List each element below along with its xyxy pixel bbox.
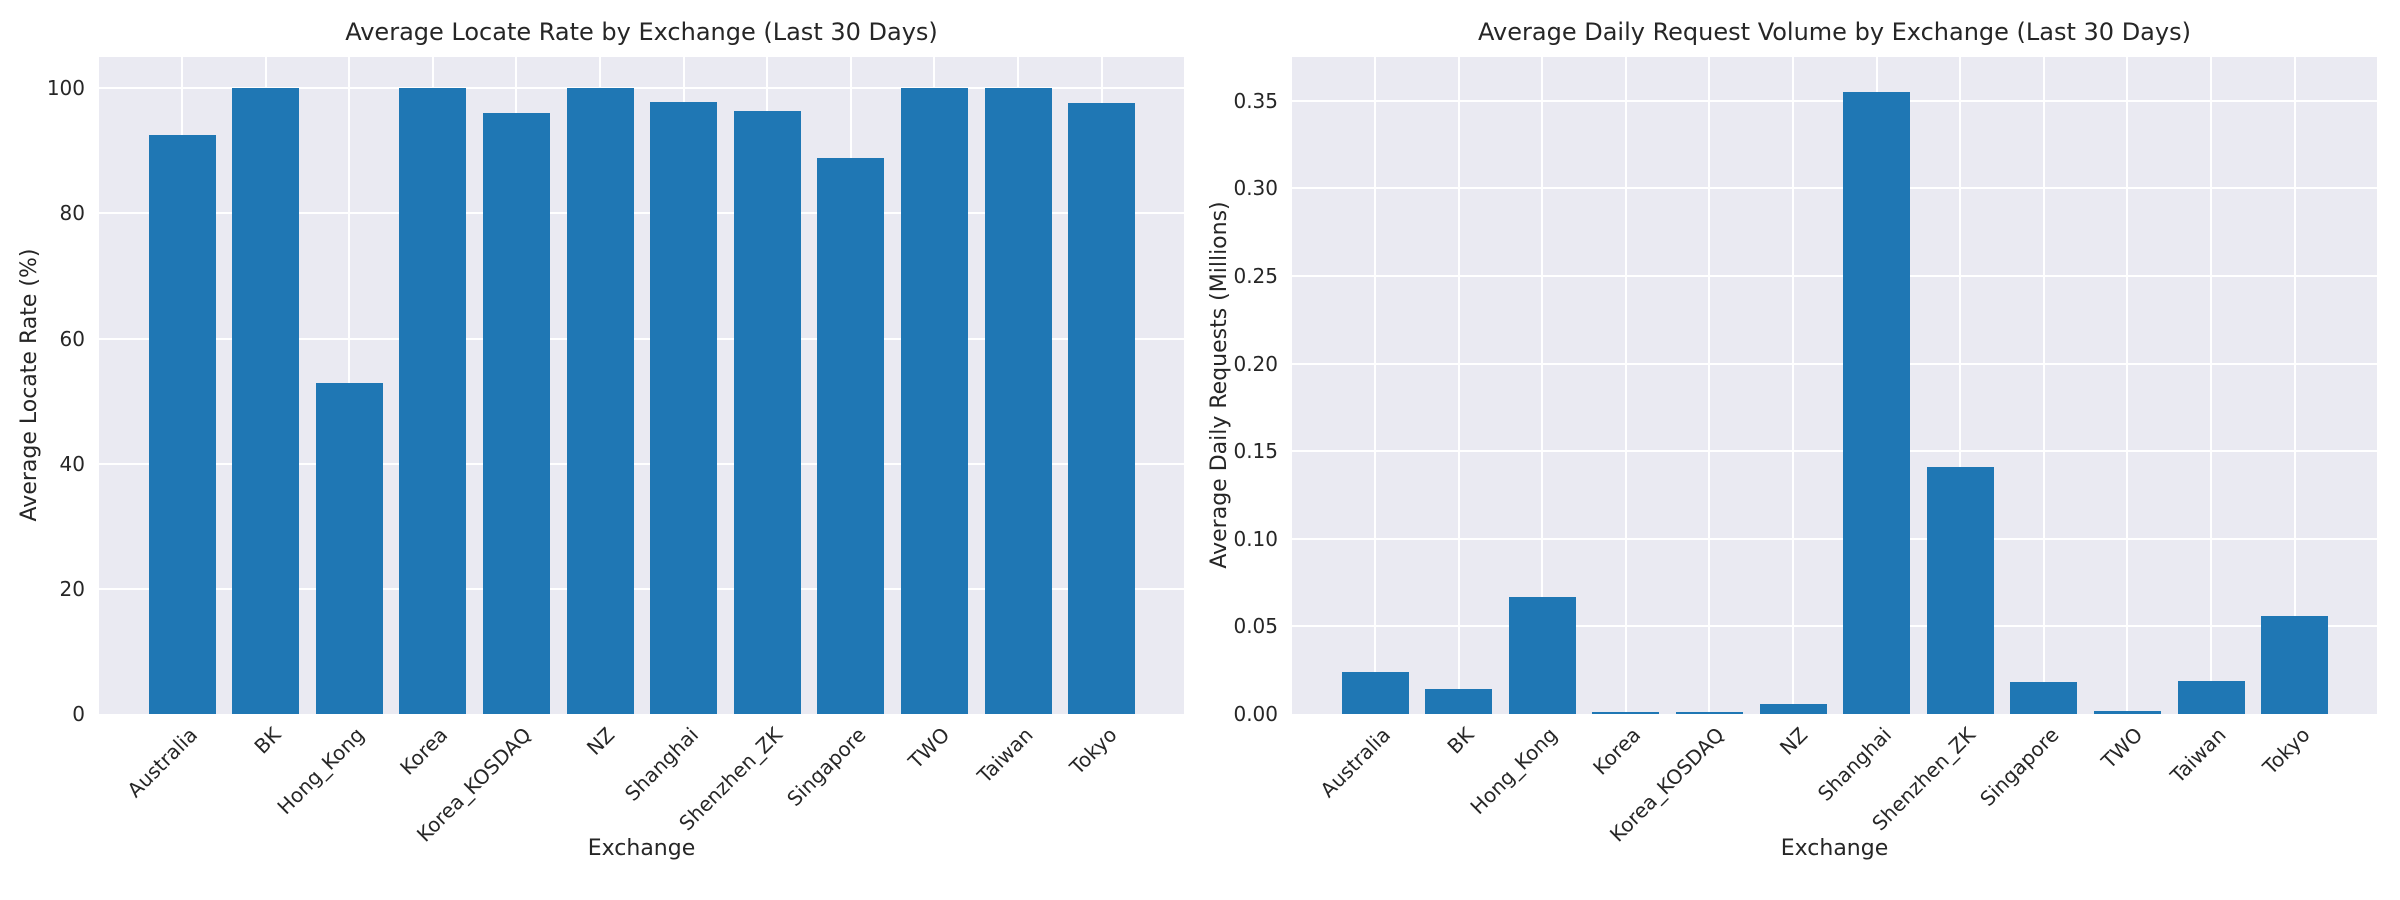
- x-gridline: [2042, 57, 2045, 714]
- bar-Shenzhen_ZK: [733, 111, 801, 714]
- right-chart-xlabel: Exchange: [1780, 836, 1889, 861]
- bar-Australia: [1341, 671, 1409, 714]
- right-chart-plot-area: 0.00 0.05 0.10 0.15 0.20 0.25 0.30 0.35 Australi…: [1233, 57, 2377, 847]
- bar-TWO: [2093, 710, 2161, 714]
- x-tick-label-Shanghai: Shanghai: [620, 722, 704, 806]
- y-tick-label: 60: [59, 326, 85, 351]
- y-gridline: [1292, 275, 2377, 277]
- y-gridline: [1292, 450, 2377, 453]
- x-gridline: [1792, 57, 1794, 714]
- x-tick-label-Australia: Australia: [1315, 722, 1395, 803]
- x-tick-label-NZ: NZ: [582, 722, 620, 760]
- bar-Taiwan: [2177, 680, 2245, 714]
- x-gridline: [1541, 57, 1544, 714]
- bar-BK: [1425, 689, 1493, 714]
- right-chart-title: Average Daily Request Volume by Exchange…: [1478, 18, 2191, 46]
- y-gridline: [1292, 99, 2377, 102]
- x-tick-label-BK: BK: [249, 722, 286, 759]
- x-tick-label-Tokyo: Tokyo: [1064, 722, 1122, 780]
- bar-Singapore: [2010, 682, 2078, 714]
- bar-BK: [232, 88, 300, 714]
- y-tick-label: 40: [59, 451, 85, 476]
- bar-Korea: [399, 88, 467, 714]
- x-gridline: [1708, 57, 1711, 714]
- y-gridline: [99, 212, 1184, 215]
- y-gridline: [99, 587, 1184, 590]
- bar-Taiwan: [984, 88, 1052, 714]
- y-gridline: [1292, 187, 2377, 190]
- x-gridline: [2293, 57, 2296, 714]
- x-gridline: [1624, 57, 1627, 714]
- y-gridline: [1292, 625, 2377, 628]
- x-gridline: [1374, 57, 1376, 714]
- left-chart-xlabel: Exchange: [587, 836, 696, 861]
- right-chart-ylabel: Average Daily Requests (Millions): [1207, 201, 1232, 569]
- x-gridline: [1457, 57, 1460, 714]
- y-tick-label: 80: [59, 201, 85, 226]
- y-tick-label: 0.05: [1233, 614, 1278, 639]
- x-gridline: [1959, 57, 1962, 714]
- x-tick-label-Hong_Kong: Hong_Kong: [272, 722, 369, 820]
- x-tick-label-TWO: TWO: [2096, 722, 2147, 774]
- x-tick-label-Hong_Kong: Hong_Kong: [1465, 722, 1562, 820]
- bar-Hong_Kong: [1508, 596, 1576, 714]
- bar-Korea: [1592, 712, 1660, 714]
- y-tick-label: 20: [59, 576, 85, 601]
- bar-NZ: [566, 88, 634, 714]
- y-tick-label: 0.35: [1233, 88, 1278, 113]
- bar-Shanghai: [1843, 92, 1911, 714]
- bar-Hong_Kong: [315, 383, 383, 714]
- x-tick-label-Singapore: Singapore: [1975, 722, 2064, 811]
- left-chart-title: Average Locate Rate by Exchange (Last 30…: [345, 18, 938, 46]
- x-gridline: [2126, 57, 2129, 714]
- x-tick-label-Korea: Korea: [1588, 722, 1646, 780]
- x-tick-label-Korea: Korea: [395, 722, 453, 780]
- x-tick-label-NZ: NZ: [1775, 722, 1813, 760]
- bar-Australia: [148, 134, 216, 714]
- x-tick-label-Taiwan: Taiwan: [972, 722, 1038, 788]
- bar-Shenzhen_ZK: [1926, 466, 1994, 714]
- y-gridline: [99, 337, 1184, 340]
- y-gridline: [99, 87, 1184, 90]
- y-tick-label: 0.00: [1233, 702, 1278, 726]
- left-chart-plot-area: 0 20 40 60 80 100 Australia BK Hong_Kong Korea Kor…: [47, 57, 1184, 847]
- y-gridline: [1292, 537, 2377, 540]
- y-tick-label: 0: [72, 702, 85, 726]
- bar-Korea_KOSDAQ: [482, 113, 550, 714]
- bar-Korea_KOSDAQ: [1675, 712, 1743, 714]
- left-chart-ylabel: Average Locate Rate (%): [17, 248, 42, 522]
- y-tick-label: 0.20: [1233, 351, 1278, 376]
- bar-Shanghai: [650, 102, 718, 714]
- y-tick-label: 0.30: [1233, 176, 1278, 201]
- bar-TWO: [900, 88, 968, 714]
- x-gridline: [2210, 57, 2212, 714]
- x-tick-label-Shanghai: Shanghai: [1813, 722, 1897, 806]
- bar-Tokyo: [2261, 615, 2329, 714]
- x-tick-label-Singapore: Singapore: [782, 722, 871, 811]
- x-tick-label-Taiwan: Taiwan: [2165, 722, 2231, 788]
- bar-Singapore: [817, 157, 885, 714]
- y-gridline: [99, 462, 1184, 465]
- y-tick-label: 0.15: [1233, 439, 1278, 464]
- y-tick-label: 100: [46, 76, 85, 101]
- y-gridline: [1292, 362, 2377, 365]
- y-tick-label: 0.10: [1233, 526, 1278, 551]
- x-tick-label-Australia: Australia: [122, 722, 202, 803]
- x-tick-label-Tokyo: Tokyo: [2257, 722, 2315, 780]
- y-tick-label: 0.25: [1233, 264, 1278, 288]
- x-tick-label-BK: BK: [1442, 722, 1479, 759]
- x-tick-label-TWO: TWO: [903, 722, 954, 774]
- bar-Tokyo: [1068, 102, 1136, 714]
- bar-NZ: [1759, 703, 1827, 714]
